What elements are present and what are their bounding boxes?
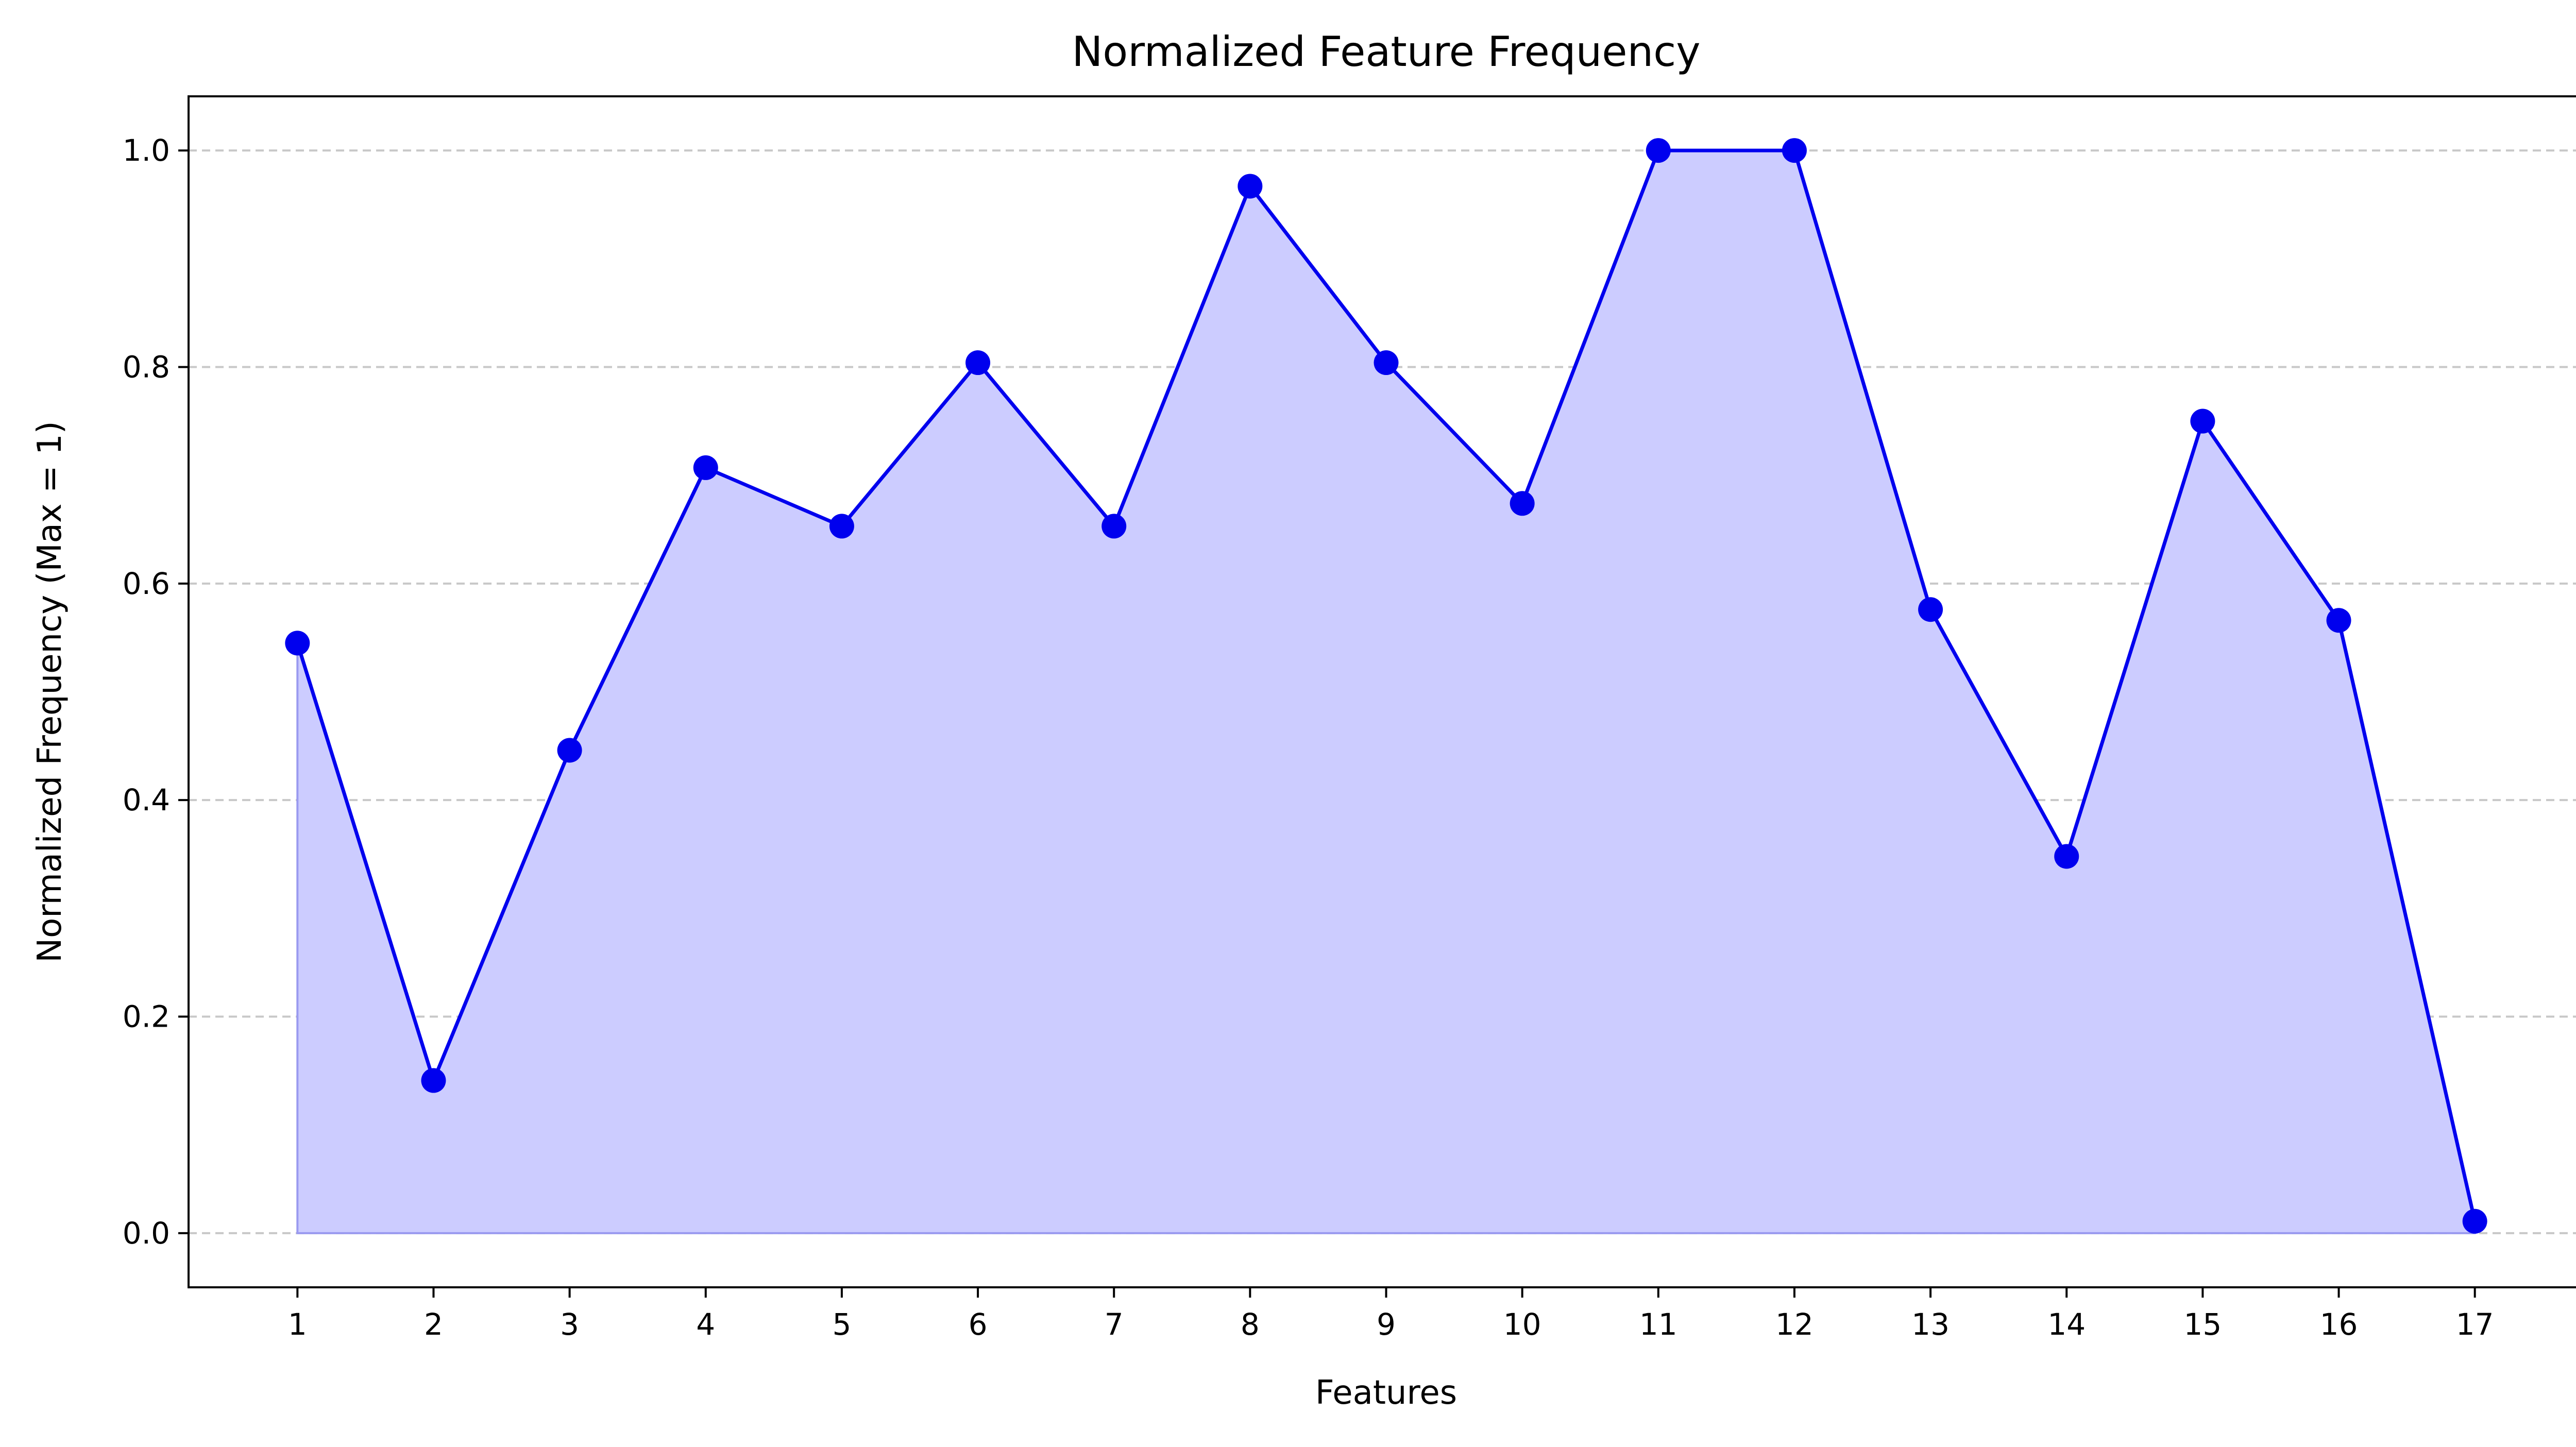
data-point (1646, 138, 1671, 163)
data-point (2054, 844, 2079, 869)
data-point (1782, 138, 1807, 163)
x-tick-label: 7 (1105, 1307, 1124, 1342)
x-tick-label: 3 (560, 1307, 579, 1342)
x-tick-label: 16 (2320, 1307, 2358, 1342)
y-tick-label: 1.0 (123, 133, 170, 168)
data-point (2326, 608, 2351, 633)
data-point (829, 514, 854, 539)
data-point (557, 738, 582, 763)
y-tick-label: 0.6 (123, 566, 170, 601)
data-point (421, 1068, 446, 1093)
data-point (2190, 408, 2215, 434)
x-tick-label: 1 (288, 1307, 307, 1342)
data-point (1510, 491, 1535, 516)
data-point (693, 455, 718, 480)
x-tick-label: 14 (2047, 1307, 2086, 1342)
y-tick-label: 0.4 (123, 782, 170, 818)
x-tick-label: 6 (969, 1307, 988, 1342)
x-tick-label: 8 (1241, 1307, 1260, 1342)
x-tick-label: 12 (1775, 1307, 1814, 1342)
y-axis-ticks: 0.0 0.2 0.4 0.6 0.8 1.0 (123, 133, 189, 1251)
y-tick-label: 0.8 (123, 349, 170, 384)
y-tick-label: 0.0 (123, 1216, 170, 1251)
data-markers (285, 138, 2487, 1234)
x-tick-label: 5 (832, 1307, 851, 1342)
x-tick-label: 13 (1911, 1307, 1950, 1342)
data-point (285, 631, 310, 656)
y-axis-label: Normalized Frequency (Max = 1) (31, 421, 69, 963)
data-point (1238, 174, 1263, 199)
x-tick-label: 11 (1639, 1307, 1677, 1342)
x-tick-label: 17 (2456, 1307, 2494, 1342)
data-point (1374, 350, 1399, 376)
x-tick-label: 2 (424, 1307, 443, 1342)
x-tick-label: 4 (696, 1307, 715, 1342)
x-tick-label: 10 (1503, 1307, 1541, 1342)
y-tick-label: 0.2 (123, 999, 170, 1034)
data-point (965, 350, 991, 376)
x-tick-label: 15 (2183, 1307, 2222, 1342)
data-point (1918, 597, 1943, 622)
x-axis-ticks: 1 2 3 4 5 6 7 8 9 10 11 12 13 14 15 16 17 (288, 1287, 2494, 1342)
data-point (2462, 1208, 2487, 1234)
x-axis-label: Features (1315, 1374, 1457, 1412)
chart-title: Normalized Feature Frequency (1072, 28, 1700, 76)
data-point (1101, 514, 1127, 539)
x-tick-label: 9 (1377, 1307, 1396, 1342)
